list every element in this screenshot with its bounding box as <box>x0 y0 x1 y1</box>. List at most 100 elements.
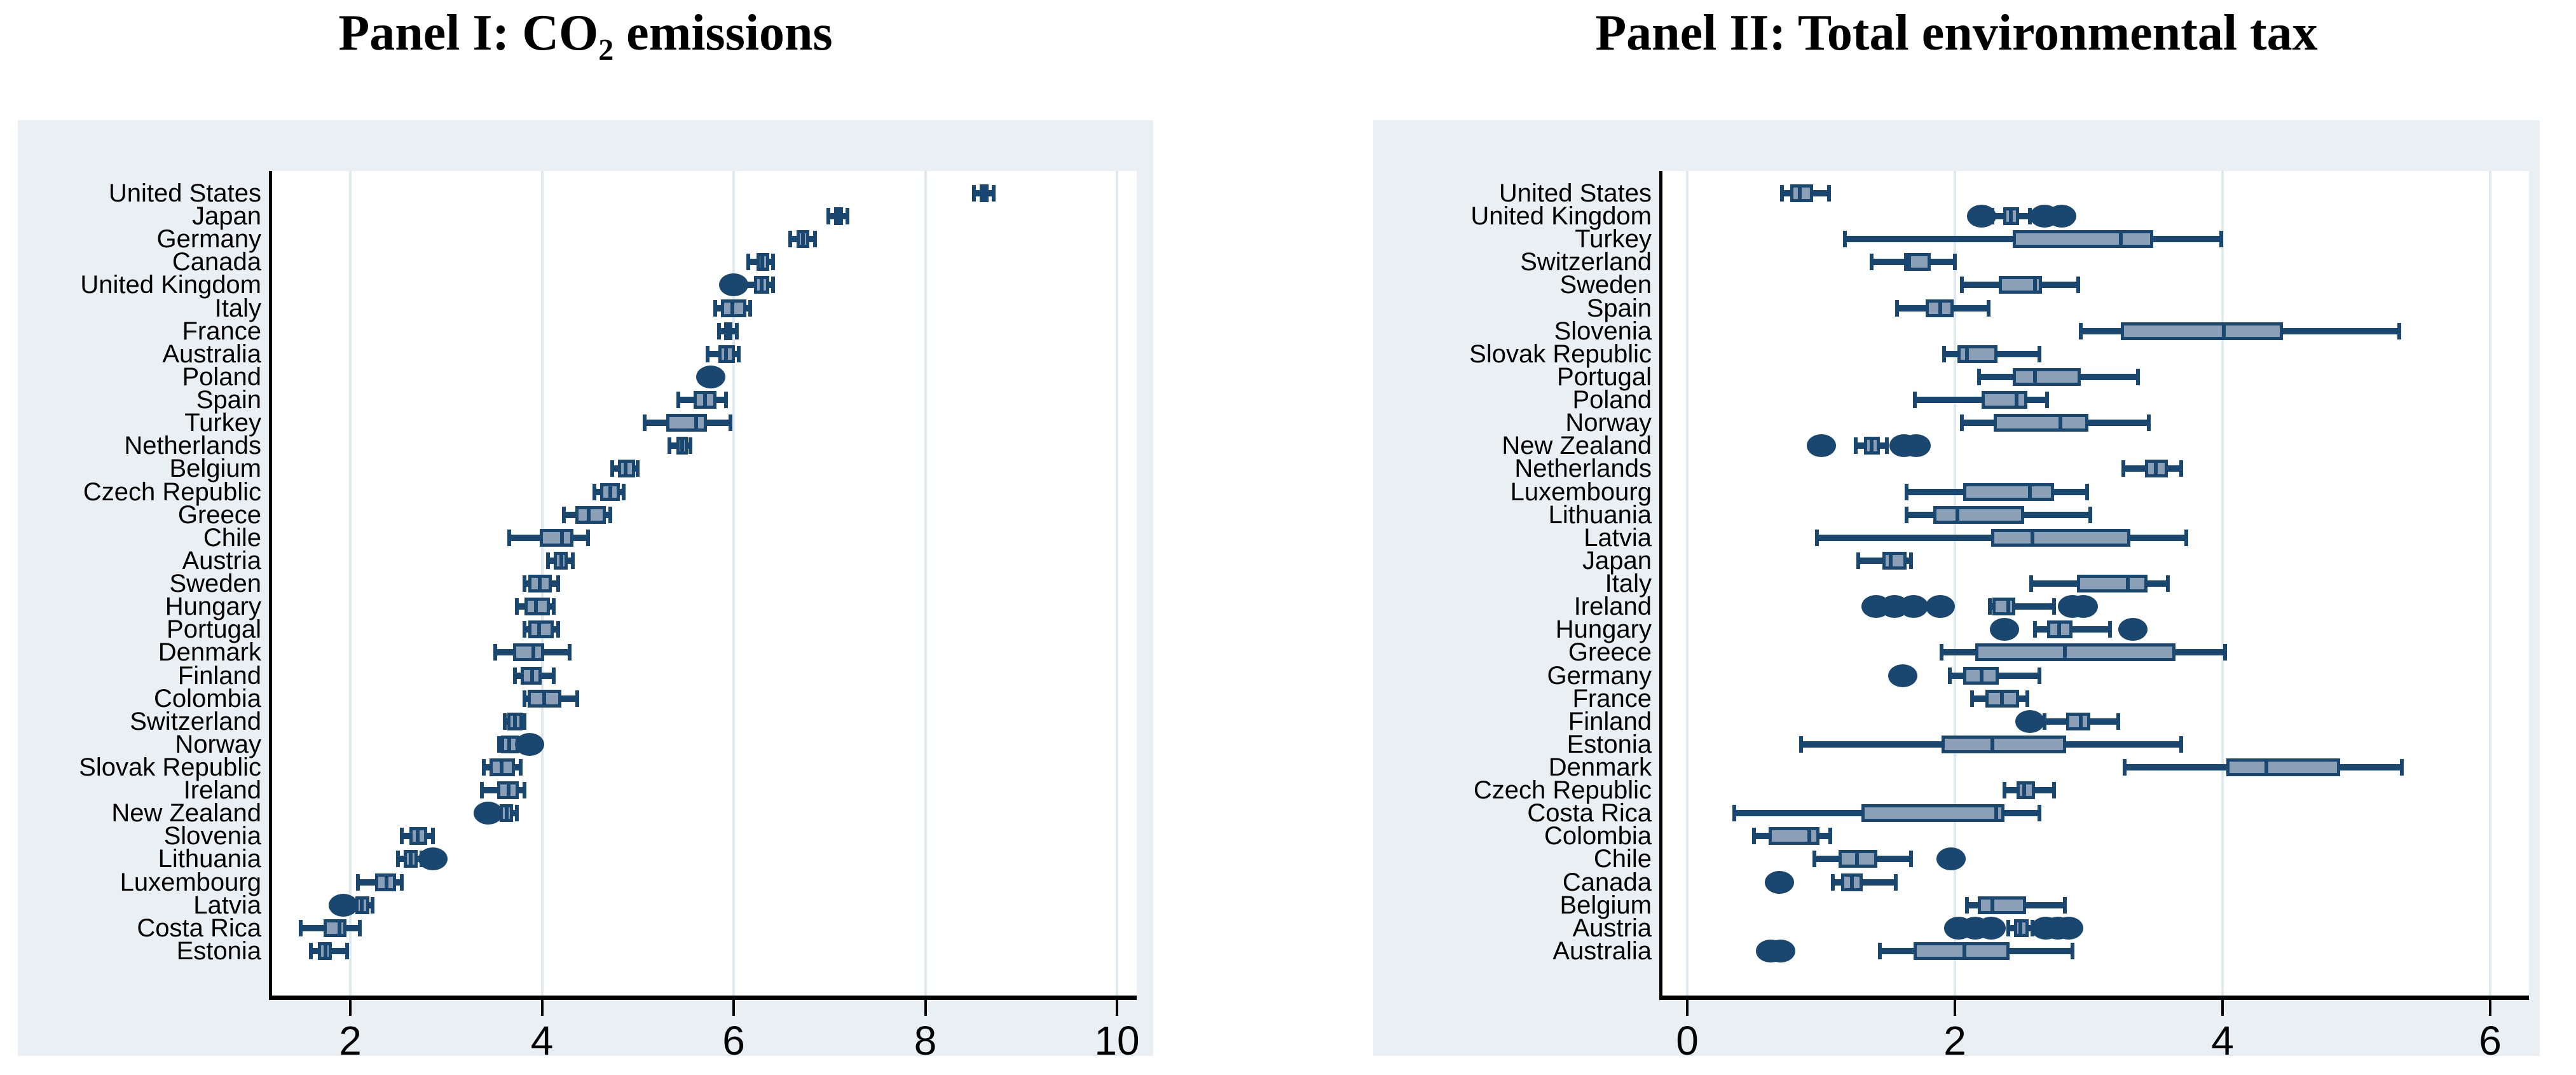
median-line <box>2033 371 2038 383</box>
median-line <box>385 876 389 888</box>
gridline <box>1116 171 1118 996</box>
whisker-cap-high <box>2179 736 2183 753</box>
country-label: Chile <box>1593 845 1652 873</box>
outlier-dot <box>2015 709 2045 733</box>
country-label: Lithuania <box>158 845 261 873</box>
whisker-cap-high <box>748 299 752 317</box>
country-label: Portugal <box>167 615 261 644</box>
whisker-cap-low <box>676 392 680 409</box>
country-label: Finland <box>1568 707 1652 736</box>
country-label: Japan <box>1582 546 1652 575</box>
country-label: Chile <box>203 523 261 552</box>
iqr-box <box>409 827 427 846</box>
whisker-cap-low <box>545 552 550 569</box>
whisker-cap-low <box>523 690 527 707</box>
country-label: Slovenia <box>163 822 261 851</box>
panel-1-title: Panel I: CO₂ emissions <box>338 5 833 61</box>
whisker-cap-low <box>523 621 527 638</box>
median-line <box>1964 348 1969 360</box>
whisker-cap-low <box>2078 322 2083 339</box>
country-label: Canada <box>1562 868 1652 896</box>
x-tick <box>349 999 352 1016</box>
x-tick-label: 4 <box>2211 1018 2234 1064</box>
median-line <box>1807 830 1811 842</box>
outlier-dot <box>1901 434 1931 458</box>
country-label: France <box>182 317 262 345</box>
median-line <box>2264 762 2269 773</box>
iqr-box <box>323 919 346 937</box>
whisker-cap-low <box>356 873 360 891</box>
country-label: Greece <box>177 500 261 529</box>
median-line <box>2125 578 2130 590</box>
country-label: Poland <box>1572 386 1652 414</box>
whisker-cap-low <box>513 667 517 684</box>
median-line <box>587 509 591 521</box>
whisker-cap-low <box>502 713 507 730</box>
median-line <box>2022 784 2027 797</box>
iqr-box <box>1975 643 2176 662</box>
country-label: Colombia <box>154 684 261 713</box>
whisker-cap-low <box>2121 460 2126 477</box>
country-label: Denmark <box>158 638 261 667</box>
outlier-dot <box>1766 939 1796 962</box>
median-line <box>1855 853 1860 865</box>
outlier-dot <box>1989 618 2019 641</box>
whisker-cap-low <box>642 414 647 432</box>
iqr-box <box>1977 896 2026 914</box>
median-line <box>2062 647 2067 659</box>
whisker-line <box>1833 879 1896 886</box>
median-line <box>2031 531 2035 544</box>
country-label: Norway <box>1565 409 1652 437</box>
country-label: Luxembourg <box>1510 477 1652 506</box>
x-tick-label: 6 <box>2479 1018 2502 1064</box>
whisker-cap-high <box>689 437 693 455</box>
whisker-cap-high <box>345 942 350 959</box>
x-tick <box>1116 999 1118 1016</box>
iqr-box <box>2012 367 2081 386</box>
x-tick <box>1954 999 1956 1016</box>
iqr-box <box>1933 505 2025 524</box>
whisker-cap-high <box>723 392 728 409</box>
whisker-cap-low <box>826 208 831 225</box>
whisker-cap-low <box>706 345 710 362</box>
whisker-cap-low <box>1959 414 1964 432</box>
whisker-cap-high <box>2223 644 2228 661</box>
whisker-cap-high <box>2025 690 2029 707</box>
country-label: New Zealand <box>1502 432 1652 460</box>
country-label: United Kingdom <box>1470 202 1652 231</box>
median-line <box>1849 876 1854 888</box>
iqr-box <box>1790 184 1813 202</box>
whisker-cap-low <box>972 185 976 202</box>
median-line <box>2018 922 2023 934</box>
median-line <box>559 554 563 566</box>
panel-co2-emissions-plot-area <box>269 171 1137 996</box>
whisker-cap-high <box>846 208 850 225</box>
whisker-cap-high <box>2116 713 2120 730</box>
iqr-box <box>2076 575 2148 593</box>
iqr-box <box>521 666 542 685</box>
whisker-cap-high <box>551 598 556 615</box>
whisker-cap-low <box>2029 575 2033 592</box>
country-label: Germany <box>156 225 262 254</box>
median-line <box>2009 210 2013 223</box>
iqr-box <box>513 643 544 662</box>
median-line <box>1956 509 1960 521</box>
country-label: Colombia <box>1544 822 1652 851</box>
whisker-line <box>2035 626 2111 633</box>
whisker-cap-low <box>309 942 313 959</box>
whisker-cap-high <box>1986 299 1990 317</box>
gridline <box>349 171 352 996</box>
median-line <box>530 669 535 681</box>
whisker-cap-high <box>400 873 404 891</box>
median-line <box>800 233 805 245</box>
whisker-cap-high <box>1827 185 1832 202</box>
whisker-cap-high <box>2179 460 2183 477</box>
x-tick-label: 2 <box>339 1018 362 1064</box>
x-tick <box>2221 999 2224 1016</box>
whisker-cap-high <box>523 782 527 799</box>
whisker-cap-high <box>2219 231 2223 248</box>
whisker-cap-low <box>1815 529 1819 546</box>
whisker-cap-low <box>1959 277 1964 294</box>
median-line <box>500 762 504 773</box>
outlier-dot <box>1936 847 1966 871</box>
